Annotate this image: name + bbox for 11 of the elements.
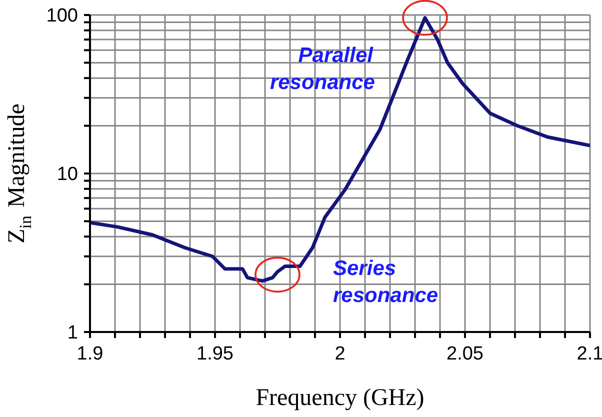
annotation: Parallel resonance <box>270 44 376 94</box>
x-tick-label: 1.95 <box>196 343 234 364</box>
y-tick-label: 1 <box>67 322 78 344</box>
x-axis-title: Frequency (GHz) <box>256 385 424 411</box>
x-tick-label: 2.1 <box>576 343 602 364</box>
x-tick-label: 2.05 <box>446 343 484 364</box>
y-tick-label: 10 <box>56 164 78 186</box>
x-tick-label: 2 <box>334 343 346 364</box>
y-tick-label: 100 <box>46 6 78 27</box>
annotation: Series resonance <box>333 257 438 307</box>
x-tick-label: 1.9 <box>76 343 104 364</box>
